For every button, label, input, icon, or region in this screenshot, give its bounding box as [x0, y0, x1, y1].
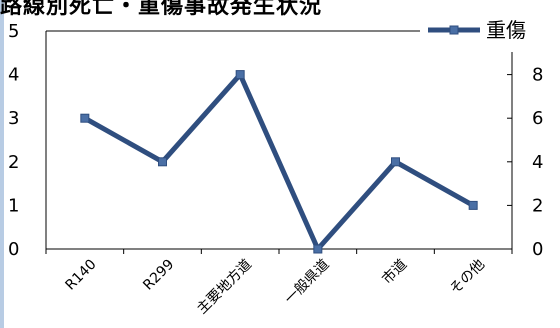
- left-rail: [0, 0, 4, 328]
- legend-label: 重傷: [486, 18, 526, 42]
- series-group: [80, 70, 478, 254]
- y-right-tick-label: 4: [532, 152, 543, 173]
- x-tick-label: その他: [447, 257, 488, 298]
- y-left-tick-label: 2: [8, 152, 19, 173]
- chart-axes: [45, 30, 513, 254]
- y-right-tick-label: 0: [532, 239, 543, 260]
- data-point: [313, 244, 323, 254]
- x-tick-label: 主要地方道: [194, 257, 255, 318]
- x-tick-label: R140: [63, 257, 100, 294]
- x-tick-label: 一般県道: [282, 257, 333, 308]
- legend-marker-sample: [449, 25, 459, 35]
- y-axis-left-ticks: 0 1 2 3 4 5: [8, 21, 19, 260]
- series-line: [83, 72, 475, 252]
- data-point: [468, 200, 478, 210]
- data-point: [235, 70, 245, 80]
- y-left-tick-label: 0: [8, 239, 19, 260]
- data-point: [391, 157, 400, 167]
- data-point: [80, 113, 90, 123]
- x-tick-label: R299: [140, 257, 177, 294]
- y-left-tick-label: 1: [8, 195, 19, 216]
- y-right-tick-label: 8: [532, 65, 543, 86]
- x-tick-label: 市道: [379, 256, 411, 288]
- y-right-tick-label: 6: [532, 108, 543, 129]
- y-left-tick-label: 4: [8, 65, 19, 86]
- y-left-tick-label: 3: [8, 108, 19, 129]
- y-right-tick-label: 2: [532, 195, 543, 216]
- legend: 重傷: [424, 12, 556, 44]
- data-point: [158, 157, 167, 167]
- x-axis-ticks: R140 R299 主要地方道 一般県道 市道 その他: [63, 256, 488, 318]
- y-left-tick-label: 5: [8, 21, 19, 42]
- chart-title: 路線別死亡・重傷事故発生状況: [0, 0, 323, 19]
